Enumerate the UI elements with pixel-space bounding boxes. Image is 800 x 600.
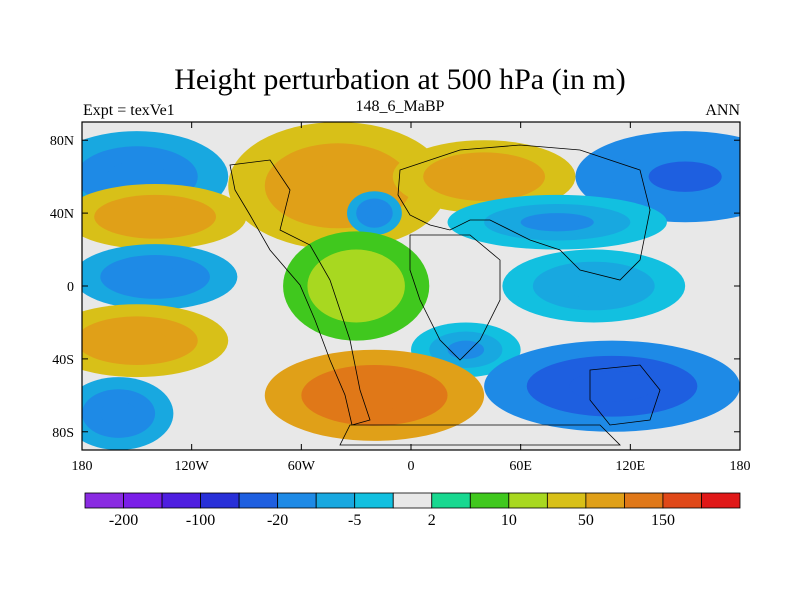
season-label: ANN	[705, 102, 740, 119]
colorbar-label-2: -20	[267, 512, 288, 529]
colorbar-swatch-16	[701, 492, 741, 509]
field-blob-3	[301, 164, 375, 208]
field-blob-6	[520, 213, 594, 232]
colorbar-label-4: 2	[428, 512, 436, 529]
colorbar-label-6: 50	[578, 512, 594, 529]
x-axis-ticks: 180 120W 60W 0 60E 120E 180	[72, 122, 751, 474]
colorbar-swatch-0	[84, 492, 124, 509]
field-blob-12	[337, 380, 412, 411]
y-axis-ticks: 80N 40N 0 40S 80S	[50, 134, 740, 441]
colorbar-swatch-9	[431, 492, 471, 509]
x-tick-label-6: 180	[730, 459, 751, 474]
colorbar-swatch-13	[585, 492, 625, 509]
chart-title: Height perturbation at 500 hPa (in m)	[174, 63, 626, 96]
y-tick-label-2: 0	[67, 280, 74, 295]
field-blob-10	[106, 328, 168, 353]
field-blob-14	[100, 401, 137, 426]
field-blob-8	[331, 267, 381, 305]
colorbar-swatch-15	[662, 492, 702, 509]
field-blob-7	[127, 265, 183, 288]
colorbar-swatch-11	[508, 492, 548, 509]
colorbar-swatch-1	[123, 492, 163, 509]
field-blob-13	[569, 371, 655, 402]
y-tick-label-0: 80N	[50, 134, 74, 149]
x-tick-label-4: 60E	[509, 459, 532, 474]
colorbar	[84, 492, 741, 509]
colorbar-swatch-14	[624, 492, 664, 509]
experiment-label: Expt = texVe1	[83, 102, 175, 119]
y-tick-label-3: 40S	[52, 353, 74, 368]
x-tick-label-0: 180	[72, 459, 93, 474]
colorbar-swatch-7	[354, 492, 394, 509]
colorbar-swatch-5	[277, 492, 317, 509]
field-blob-2	[124, 205, 186, 228]
colorbar-swatch-10	[469, 492, 510, 509]
field-blob-4	[453, 164, 515, 189]
colorbar-swatch-6	[315, 492, 356, 509]
colorbar-swatch-4	[238, 492, 279, 509]
x-tick-label-2: 60W	[288, 459, 316, 474]
colorbar-swatch-2	[161, 492, 201, 509]
field-blob-1	[648, 161, 722, 192]
x-tick-label-1: 120W	[175, 459, 210, 474]
colorbar-label-1: -100	[186, 512, 215, 529]
x-tick-label-3: 0	[408, 459, 415, 474]
colorbar-label-5: 10	[501, 512, 517, 529]
contour-field	[82, 122, 740, 450]
y-tick-label-1: 40N	[50, 207, 74, 222]
field-blob-9	[563, 273, 625, 299]
colorbar-label-7: 150	[651, 512, 675, 529]
colorbar-swatch-8	[392, 492, 433, 509]
coastline	[229, 144, 661, 446]
colorbar-labels: -200 -100 -20 -5 2 10 50 150	[109, 512, 675, 529]
colorbar-swatch-3	[200, 492, 240, 509]
y-tick-label-4: 80S	[52, 426, 74, 441]
colorbar-label-0: -200	[109, 512, 138, 529]
colorbar-swatch-12	[546, 492, 587, 509]
case-label: 148_6_MaBP	[355, 98, 445, 115]
field-blob-11	[447, 340, 485, 359]
x-tick-label-5: 120E	[616, 459, 646, 474]
field-blob-5	[365, 205, 384, 221]
colorbar-label-3: -5	[348, 512, 361, 529]
